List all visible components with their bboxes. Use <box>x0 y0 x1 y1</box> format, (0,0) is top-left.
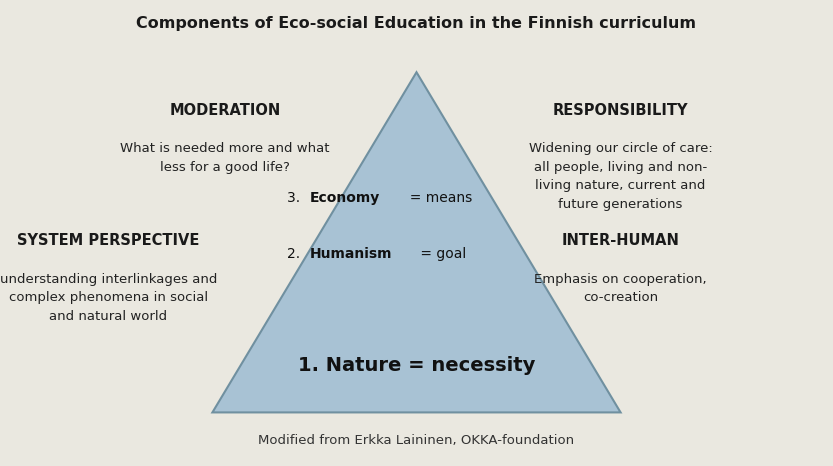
Text: Emphasis on cooperation,
co-creation: Emphasis on cooperation, co-creation <box>534 273 707 304</box>
Text: MODERATION: MODERATION <box>169 103 281 117</box>
Text: Components of Eco-social Education in the Finnish curriculum: Components of Eco-social Education in th… <box>137 16 696 31</box>
Text: Humanism: Humanism <box>310 247 392 261</box>
Text: RESPONSIBILITY: RESPONSIBILITY <box>553 103 688 117</box>
Text: = goal: = goal <box>416 247 466 261</box>
Text: understanding interlinkages and
complex phenomena in social
and natural world: understanding interlinkages and complex … <box>0 273 217 322</box>
Polygon shape <box>212 72 621 412</box>
Text: Economy: Economy <box>310 191 380 205</box>
Text: What is needed more and what
less for a good life?: What is needed more and what less for a … <box>120 142 330 174</box>
Text: Modified from Erkka Laininen, OKKA-foundation: Modified from Erkka Laininen, OKKA-found… <box>258 434 575 447</box>
Text: SYSTEM PERSPECTIVE: SYSTEM PERSPECTIVE <box>17 233 199 248</box>
Text: 2.: 2. <box>287 247 305 261</box>
Text: = means: = means <box>401 191 471 205</box>
Text: 3.: 3. <box>287 191 305 205</box>
Text: INTER-HUMAN: INTER-HUMAN <box>561 233 680 248</box>
Text: Widening our circle of care:
all people, living and non-
living nature, current : Widening our circle of care: all people,… <box>529 142 712 211</box>
Text: 1. Nature = necessity: 1. Nature = necessity <box>298 356 535 375</box>
